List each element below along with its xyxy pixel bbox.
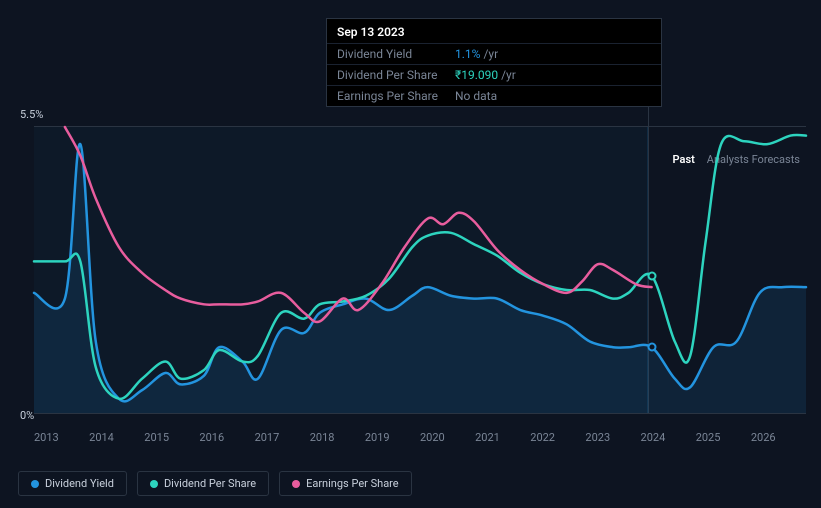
y-axis-max: 5.5% [20, 108, 43, 121]
tooltip-row-label: Dividend Per Share [337, 68, 455, 82]
x-axis-tick: 2023 [585, 431, 640, 444]
series-marker [647, 343, 656, 352]
x-axis-tick: 2015 [144, 431, 199, 444]
legend-label: Earnings Per Share [306, 477, 399, 490]
x-axis-tick: 2018 [310, 431, 365, 444]
tooltip-row: Earnings Per ShareNo data [327, 85, 661, 106]
x-axis-tick: 2013 [34, 431, 89, 444]
chart-tooltip: Sep 13 2023 Dividend Yield1.1%/yrDividen… [326, 18, 662, 107]
x-axis-tick: 2014 [89, 431, 144, 444]
chart-legend: Dividend Yield Dividend Per Share Earnings… [18, 471, 412, 496]
legend-dot-icon [31, 480, 39, 488]
x-axis-tick: 2020 [420, 431, 475, 444]
x-axis-tick: 2026 [751, 431, 806, 444]
x-axis-tick: 2022 [530, 431, 585, 444]
x-axis-tick: 2017 [255, 431, 310, 444]
tooltip-row-label: Earnings Per Share [337, 89, 455, 103]
legend-item[interactable]: Earnings Per Share [279, 471, 412, 496]
legend-dot-icon [292, 480, 300, 488]
x-axis-tick: 2025 [696, 431, 751, 444]
tooltip-row-unit: /yr [501, 68, 516, 82]
dividend-chart: 5.5% 0% Past Analysts Forecasts 20132014… [18, 106, 806, 422]
legend-label: Dividend Yield [45, 477, 114, 490]
tooltip-date: Sep 13 2023 [327, 19, 661, 43]
tooltip-row-value: No data [455, 89, 497, 103]
tooltip-row-value: ₹19.090 [455, 68, 498, 82]
legend-item[interactable]: Dividend Per Share [137, 471, 269, 496]
legend-dot-icon [150, 480, 158, 488]
x-axis-tick: 2024 [641, 431, 696, 444]
tooltip-row-value: 1.1% [455, 47, 480, 61]
series-marker [647, 271, 656, 280]
chart-lines [34, 127, 806, 413]
legend-item[interactable]: Dividend Yield [18, 471, 127, 496]
x-axis-tick: 2016 [199, 431, 254, 444]
x-axis-tick: 2019 [365, 431, 420, 444]
x-axis-tick: 2021 [475, 431, 530, 444]
tooltip-row-unit: /yr [483, 47, 498, 61]
tooltip-row-label: Dividend Yield [337, 47, 455, 61]
y-axis-min: 0% [20, 409, 34, 422]
legend-label: Dividend Per Share [164, 477, 256, 490]
tooltip-row: Dividend Yield1.1%/yr [327, 43, 661, 64]
x-axis: 2013201420152016201720182019202020212022… [34, 431, 806, 444]
tooltip-row: Dividend Per Share₹19.090/yr [327, 64, 661, 85]
plot-area[interactable]: Past Analysts Forecasts [34, 126, 806, 414]
